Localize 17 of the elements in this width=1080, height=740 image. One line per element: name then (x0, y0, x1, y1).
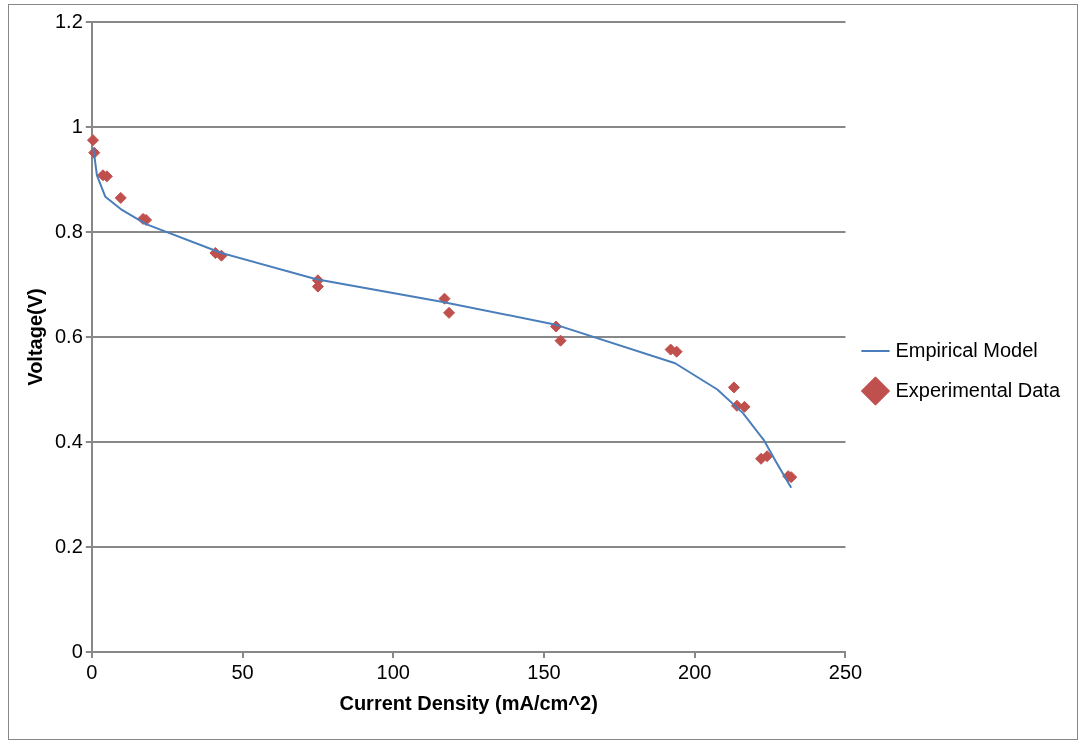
y-tick-label: 0.2 (54, 534, 83, 557)
y-tick-label: 1.2 (54, 9, 83, 32)
y-axis-title: Voltage(V) (23, 288, 46, 386)
x-tick-label: 200 (678, 660, 712, 683)
y-tick-label: 0 (71, 639, 83, 662)
x-tick-label: 100 (376, 660, 410, 683)
x-tick-label: 150 (527, 660, 561, 683)
x-axis-title: Current Density (mA/cm^2) (339, 691, 598, 714)
y-tick-label: 1 (71, 114, 83, 137)
y-tick-label: 0.6 (54, 324, 83, 347)
x-tick-label: 50 (231, 660, 254, 683)
x-tick-label: 0 (86, 660, 98, 683)
y-tick-label: 0.4 (54, 429, 83, 452)
legend-label: Experimental Data (895, 378, 1061, 401)
legend-label: Empirical Model (895, 338, 1038, 361)
x-tick-label: 250 (828, 660, 863, 683)
y-tick-label: 0.8 (54, 219, 83, 242)
